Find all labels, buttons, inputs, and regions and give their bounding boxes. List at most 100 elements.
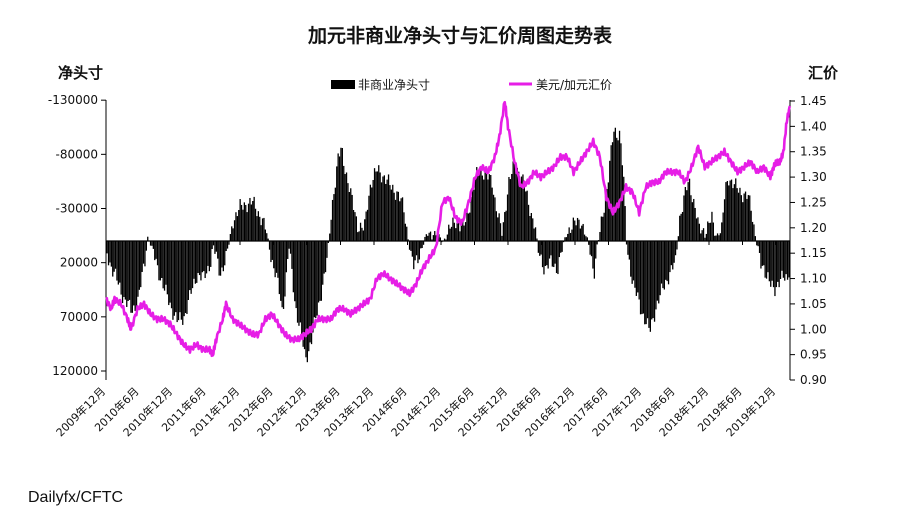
- net-position-bar: [764, 241, 766, 278]
- net-position-bar: [168, 241, 170, 306]
- net-position-bar: [616, 137, 618, 241]
- net-position-bar: [351, 194, 353, 241]
- net-position-bar: [217, 241, 219, 259]
- net-position-bar: [708, 222, 710, 241]
- net-position-bar: [273, 241, 275, 269]
- net-position-bar: [184, 241, 187, 313]
- net-position-bar: [432, 235, 434, 241]
- net-position-bar: [652, 241, 654, 319]
- left-tick-label: 70000: [60, 310, 98, 324]
- net-position-bar: [288, 241, 290, 249]
- net-position-bar: [588, 241, 590, 245]
- net-position-bar: [754, 236, 756, 241]
- net-position-bar: [630, 241, 632, 277]
- net-position-bar: [672, 241, 674, 270]
- net-position-bar: [582, 223, 584, 241]
- net-position-bar: [161, 241, 163, 278]
- net-position-bar: [655, 241, 657, 310]
- net-position-bar: [581, 225, 583, 241]
- net-position-bar: [498, 213, 500, 241]
- net-position-bar: [709, 222, 712, 241]
- net-position-bar: [371, 187, 373, 241]
- net-position-bar: [329, 233, 331, 241]
- net-position-bar: [663, 241, 665, 290]
- net-position-bar: [362, 230, 364, 241]
- net-position-bar: [523, 186, 525, 241]
- net-position-bar: [459, 231, 461, 241]
- net-position-bar: [637, 241, 639, 293]
- net-position-bar: [400, 198, 402, 241]
- net-position-bar: [306, 241, 308, 363]
- net-position-bar: [571, 229, 573, 241]
- net-position-bar: [165, 241, 167, 285]
- net-position-bar: [744, 191, 747, 241]
- net-position-bar: [771, 241, 773, 281]
- net-position-bar: [341, 147, 343, 241]
- net-position-bar: [756, 241, 758, 246]
- net-position-bar: [669, 241, 671, 273]
- net-position-bar: [743, 193, 745, 241]
- net-position-bar: [322, 241, 324, 285]
- right-tick-label: 1.15: [800, 246, 827, 260]
- net-position-bar: [296, 241, 299, 323]
- legend-line-label: 美元/加元汇价: [536, 78, 612, 92]
- net-position-bar: [407, 239, 409, 241]
- net-position-bar: [350, 188, 352, 241]
- net-position-bar: [659, 241, 661, 296]
- right-tick-label: 1.30: [800, 170, 827, 184]
- net-position-bar: [203, 241, 205, 272]
- left-tick-label: -80000: [55, 147, 98, 161]
- net-position-bar: [156, 241, 159, 266]
- left-axis-title: 净头寸: [58, 64, 103, 82]
- net-position-bar: [114, 241, 117, 269]
- net-position-bar: [464, 222, 467, 241]
- net-position-bar: [274, 241, 276, 278]
- net-position-bar: [212, 241, 215, 246]
- right-tick-label: 1.35: [800, 145, 827, 159]
- net-position-bar: [518, 171, 520, 241]
- net-position-bar: [511, 173, 513, 241]
- net-position-bar: [586, 237, 588, 241]
- net-position-bar: [130, 241, 132, 313]
- net-position-bar: [450, 226, 453, 241]
- net-position-bar: [229, 234, 231, 241]
- net-position-bar: [607, 182, 609, 241]
- net-position-bar: [722, 212, 724, 241]
- net-position-bar: [732, 188, 734, 241]
- net-position-bar: [284, 241, 286, 297]
- net-position-bar: [613, 131, 615, 241]
- net-position-bar: [730, 179, 733, 241]
- right-axis-title: 汇价: [808, 64, 839, 82]
- left-tick-label: -130000: [48, 93, 98, 107]
- net-position-bar: [264, 229, 266, 241]
- net-position-bar: [378, 165, 380, 241]
- net-position-bar: [344, 174, 346, 241]
- net-position-bar: [648, 241, 650, 328]
- net-position-bar: [253, 196, 255, 241]
- net-position-bar: [631, 241, 633, 284]
- net-position-bar: [728, 185, 730, 241]
- net-position-bar: [131, 241, 133, 313]
- net-position-bar: [492, 194, 495, 241]
- net-position-bar: [109, 241, 111, 263]
- net-position-bar: [327, 241, 329, 243]
- net-position-bar: [127, 241, 129, 301]
- net-position-bar: [711, 211, 713, 241]
- net-position-bar: [603, 212, 605, 241]
- net-position-bar: [140, 241, 142, 288]
- net-position-bar: [516, 167, 518, 241]
- net-position-bar: [173, 241, 175, 316]
- net-position-bar: [478, 169, 481, 241]
- net-position-bar: [252, 201, 254, 241]
- net-position-bar: [142, 241, 145, 264]
- net-position-bar: [595, 241, 597, 259]
- net-position-bar: [751, 221, 754, 241]
- net-position-bar: [760, 241, 762, 269]
- net-position-bar: [393, 192, 395, 241]
- net-position-bar: [417, 241, 419, 264]
- net-position-bar: [315, 241, 317, 319]
- net-position-bar: [439, 237, 441, 241]
- net-position-bar: [786, 241, 789, 280]
- net-position-bar: [289, 241, 292, 254]
- net-position-bar: [141, 241, 143, 272]
